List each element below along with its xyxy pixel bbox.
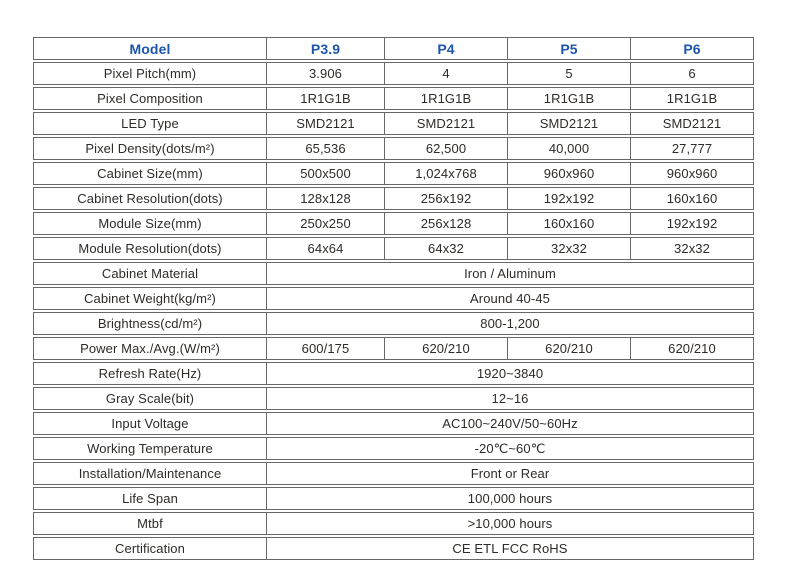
spec-value-cell: 500x500 — [267, 162, 385, 185]
spec-merged-value-cell: Front or Rear — [267, 462, 754, 485]
spec-value-cell: 1R1G1B — [267, 87, 385, 110]
spec-value-cell: SMD2121 — [385, 112, 508, 135]
spec-merged-value-cell: CE ETL FCC RoHS — [267, 537, 754, 560]
spec-value-cell: SMD2121 — [631, 112, 754, 135]
spec-value-cell: 256x192 — [385, 187, 508, 210]
spec-value-cell: 600/175 — [267, 337, 385, 360]
spec-value-cell: 960x960 — [631, 162, 754, 185]
spec-row: Pixel Pitch(mm) 3.906 4 5 6 — [33, 62, 754, 85]
spec-row: Pixel Composition 1R1G1B 1R1G1B 1R1G1B 1R1G1… — [33, 87, 754, 110]
spec-merged-value-cell: Around 40-45 — [267, 287, 754, 310]
spec-value-cell: 192x192 — [631, 212, 754, 235]
spec-value-cell: 1R1G1B — [631, 87, 754, 110]
model-column-header-p5: P5 — [508, 37, 631, 60]
spec-value-cell: 192x192 — [508, 187, 631, 210]
spec-merged-value-cell: -20℃~60℃ — [267, 437, 754, 460]
spec-label-cell: Life Span — [33, 487, 267, 510]
spec-label-cell: Working Temperature — [33, 437, 267, 460]
spec-label-cell: Pixel Density(dots/m²) — [33, 137, 267, 160]
spec-value-cell: 5 — [508, 62, 631, 85]
spec-row: Brightness(cd/m²) 800-1,200 — [33, 312, 754, 335]
spec-value-cell: 1R1G1B — [508, 87, 631, 110]
spec-value-cell: 620/210 — [385, 337, 508, 360]
spec-merged-value-cell: 1920~3840 — [267, 362, 754, 385]
spec-value-cell: 64x32 — [385, 237, 508, 260]
spec-merged-value-cell: AC100~240V/50~60Hz — [267, 412, 754, 435]
model-column-header-p39: P3.9 — [267, 37, 385, 60]
spec-row: Gray Scale(bit) 12~16 — [33, 387, 754, 410]
spec-label-cell: Power Max./Avg.(W/m²) — [33, 337, 267, 360]
spec-merged-value-cell: 800-1,200 — [267, 312, 754, 335]
spec-value-cell: 4 — [385, 62, 508, 85]
spec-label-cell: Refresh Rate(Hz) — [33, 362, 267, 385]
spec-value-cell: SMD2121 — [267, 112, 385, 135]
spec-value-cell: 65,536 — [267, 137, 385, 160]
spec-row: Cabinet Size(mm) 500x500 1,024x768 960x960 9… — [33, 162, 754, 185]
spec-row: Module Resolution(dots) 64x64 64x32 32x32 32… — [33, 237, 754, 260]
spec-value-cell: 620/210 — [508, 337, 631, 360]
spec-label-cell: Cabinet Weight(kg/m²) — [33, 287, 267, 310]
spec-value-cell: 40,000 — [508, 137, 631, 160]
spec-value-cell: 960x960 — [508, 162, 631, 185]
spec-label-cell: Certification — [33, 537, 267, 560]
spec-value-cell: 620/210 — [631, 337, 754, 360]
spec-value-cell: 250x250 — [267, 212, 385, 235]
spec-value-cell: 32x32 — [631, 237, 754, 260]
spec-rows: Pixel Pitch(mm) 3.906 4 5 6 Pixel Composition… — [33, 62, 754, 560]
spec-label-cell: Pixel Pitch(mm) — [33, 62, 267, 85]
spec-value-cell: 27,777 — [631, 137, 754, 160]
spec-row: Cabinet Weight(kg/m²) Around 40-45 — [33, 287, 754, 310]
spec-row: Working Temperature -20℃~60℃ — [33, 437, 754, 460]
spec-value-cell: 1,024x768 — [385, 162, 508, 185]
model-column-header-p4: P4 — [385, 37, 508, 60]
spec-merged-value-cell: 12~16 — [267, 387, 754, 410]
model-header-cell: Model — [33, 37, 267, 60]
spec-value-cell: 256x128 — [385, 212, 508, 235]
spec-value-cell: 64x64 — [267, 237, 385, 260]
spec-merged-value-cell: Iron / Aluminum — [267, 262, 754, 285]
spec-label-cell: Cabinet Material — [33, 262, 267, 285]
spec-value-cell: SMD2121 — [508, 112, 631, 135]
spec-value-cell: 62,500 — [385, 137, 508, 160]
model-column-header-p6: P6 — [631, 37, 754, 60]
spec-label-cell: Installation/Maintenance — [33, 462, 267, 485]
spec-row: Cabinet Material Iron / Aluminum — [33, 262, 754, 285]
spec-value-cell: 1R1G1B — [385, 87, 508, 110]
spec-label-cell: Cabinet Resolution(dots) — [33, 187, 267, 210]
spec-label-cell: Input Voltage — [33, 412, 267, 435]
spec-merged-value-cell: 100,000 hours — [267, 487, 754, 510]
spec-label-cell: Brightness(cd/m²) — [33, 312, 267, 335]
spec-merged-value-cell: >10,000 hours — [267, 512, 754, 535]
spec-label-cell: Module Resolution(dots) — [33, 237, 267, 260]
spec-label-cell: Module Size(mm) — [33, 212, 267, 235]
led-spec-table: Model P3.9 P4 P5 P6 Pixel Pitch(mm) 3.906… — [33, 35, 754, 562]
spec-row: Power Max./Avg.(W/m²) 600/175 620/210 620/2… — [33, 337, 754, 360]
spec-value-cell: 32x32 — [508, 237, 631, 260]
spec-label-cell: LED Type — [33, 112, 267, 135]
spec-row: Installation/Maintenance Front or Rear — [33, 462, 754, 485]
spec-row: Pixel Density(dots/m²) 65,536 62,500 40,000… — [33, 137, 754, 160]
spec-value-cell: 160x160 — [508, 212, 631, 235]
table-header-row: Model P3.9 P4 P5 P6 — [33, 37, 754, 60]
spec-row: Mtbf >10,000 hours — [33, 512, 754, 535]
spec-row: Input Voltage AC100~240V/50~60Hz — [33, 412, 754, 435]
spec-label-cell: Mtbf — [33, 512, 267, 535]
spec-value-cell: 6 — [631, 62, 754, 85]
spec-label-cell: Cabinet Size(mm) — [33, 162, 267, 185]
spec-row: Life Span 100,000 hours — [33, 487, 754, 510]
spec-value-cell: 160x160 — [631, 187, 754, 210]
spec-row: Certification CE ETL FCC RoHS — [33, 537, 754, 560]
spec-row: Refresh Rate(Hz) 1920~3840 — [33, 362, 754, 385]
spec-label-cell: Gray Scale(bit) — [33, 387, 267, 410]
spec-label-cell: Pixel Composition — [33, 87, 267, 110]
spec-row: Cabinet Resolution(dots) 128x128 256x192 19… — [33, 187, 754, 210]
spec-value-cell: 3.906 — [267, 62, 385, 85]
spec-row: Module Size(mm) 250x250 256x128 160x160 192x… — [33, 212, 754, 235]
spec-value-cell: 128x128 — [267, 187, 385, 210]
spec-row: LED Type SMD2121 SMD2121 SMD2121 SMD2121 — [33, 112, 754, 135]
